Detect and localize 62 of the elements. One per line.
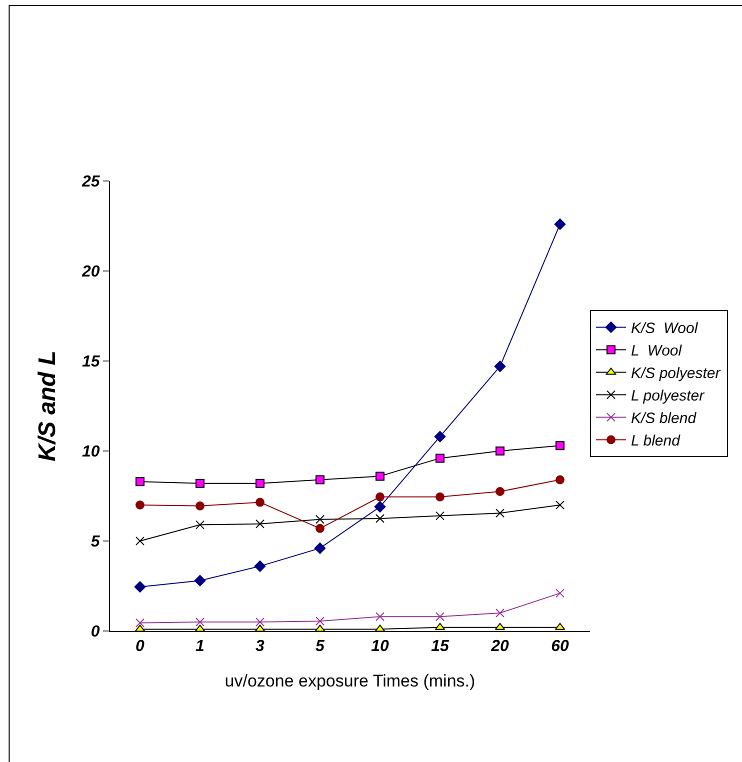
point [134, 581, 146, 593]
legend-label: K/S blend [631, 410, 697, 428]
legend-label: K/S polyester [631, 365, 722, 382]
point [376, 514, 384, 523]
point [256, 498, 264, 507]
point [436, 454, 444, 463]
point [556, 588, 564, 598]
point [436, 612, 444, 622]
point [376, 472, 384, 481]
x-tick-label: 1 [196, 638, 205, 656]
point [494, 360, 506, 372]
point [496, 487, 504, 496]
point [316, 524, 324, 533]
point [436, 492, 444, 502]
y-axis-title: K/S and L [34, 350, 62, 462]
point [316, 514, 324, 524]
point [196, 520, 204, 530]
point [256, 519, 264, 528]
legend-label: L polyester [631, 388, 706, 405]
legend-label: K/S Wool [631, 320, 698, 338]
point [196, 618, 204, 626]
x-tick-label: 5 [316, 638, 326, 656]
x-tick-label: 0 [136, 638, 145, 656]
point [136, 500, 144, 510]
point [374, 501, 386, 512]
point [136, 536, 144, 546]
x-tick-label: 20 [490, 638, 509, 656]
x-axis-title: uv/ozone exposure Times (mins.) [224, 672, 476, 691]
y-tick-label: 0 [90, 624, 100, 641]
point [554, 218, 566, 230]
point [556, 475, 564, 484]
point [256, 618, 264, 626]
point [496, 508, 504, 518]
y-tick-label: 20 [81, 264, 100, 281]
x-tick-label: 60 [551, 638, 569, 656]
point [496, 608, 504, 618]
point [316, 616, 324, 626]
legend-label: L blend [631, 432, 681, 450]
point [556, 441, 564, 450]
point [434, 430, 446, 442]
point [316, 475, 324, 484]
x-tick-label: 15 [431, 638, 450, 656]
point [436, 511, 444, 520]
point [314, 542, 326, 554]
y-tick-label: 25 [81, 174, 101, 191]
point [254, 560, 266, 572]
y-tick-label: 5 [90, 534, 101, 551]
point [196, 478, 204, 488]
y-tick-label: 15 [82, 354, 101, 371]
point [136, 477, 144, 486]
point [496, 446, 504, 456]
x-tick-label: 10 [371, 638, 389, 656]
point [136, 618, 144, 628]
legend-label: L Wool [631, 342, 682, 360]
point [194, 574, 206, 586]
point [256, 478, 264, 488]
x-tick-label: 3 [256, 638, 265, 656]
point [196, 501, 204, 510]
point [556, 500, 564, 510]
point [376, 612, 384, 622]
y-tick-label: 10 [82, 444, 100, 461]
point [376, 492, 384, 502]
